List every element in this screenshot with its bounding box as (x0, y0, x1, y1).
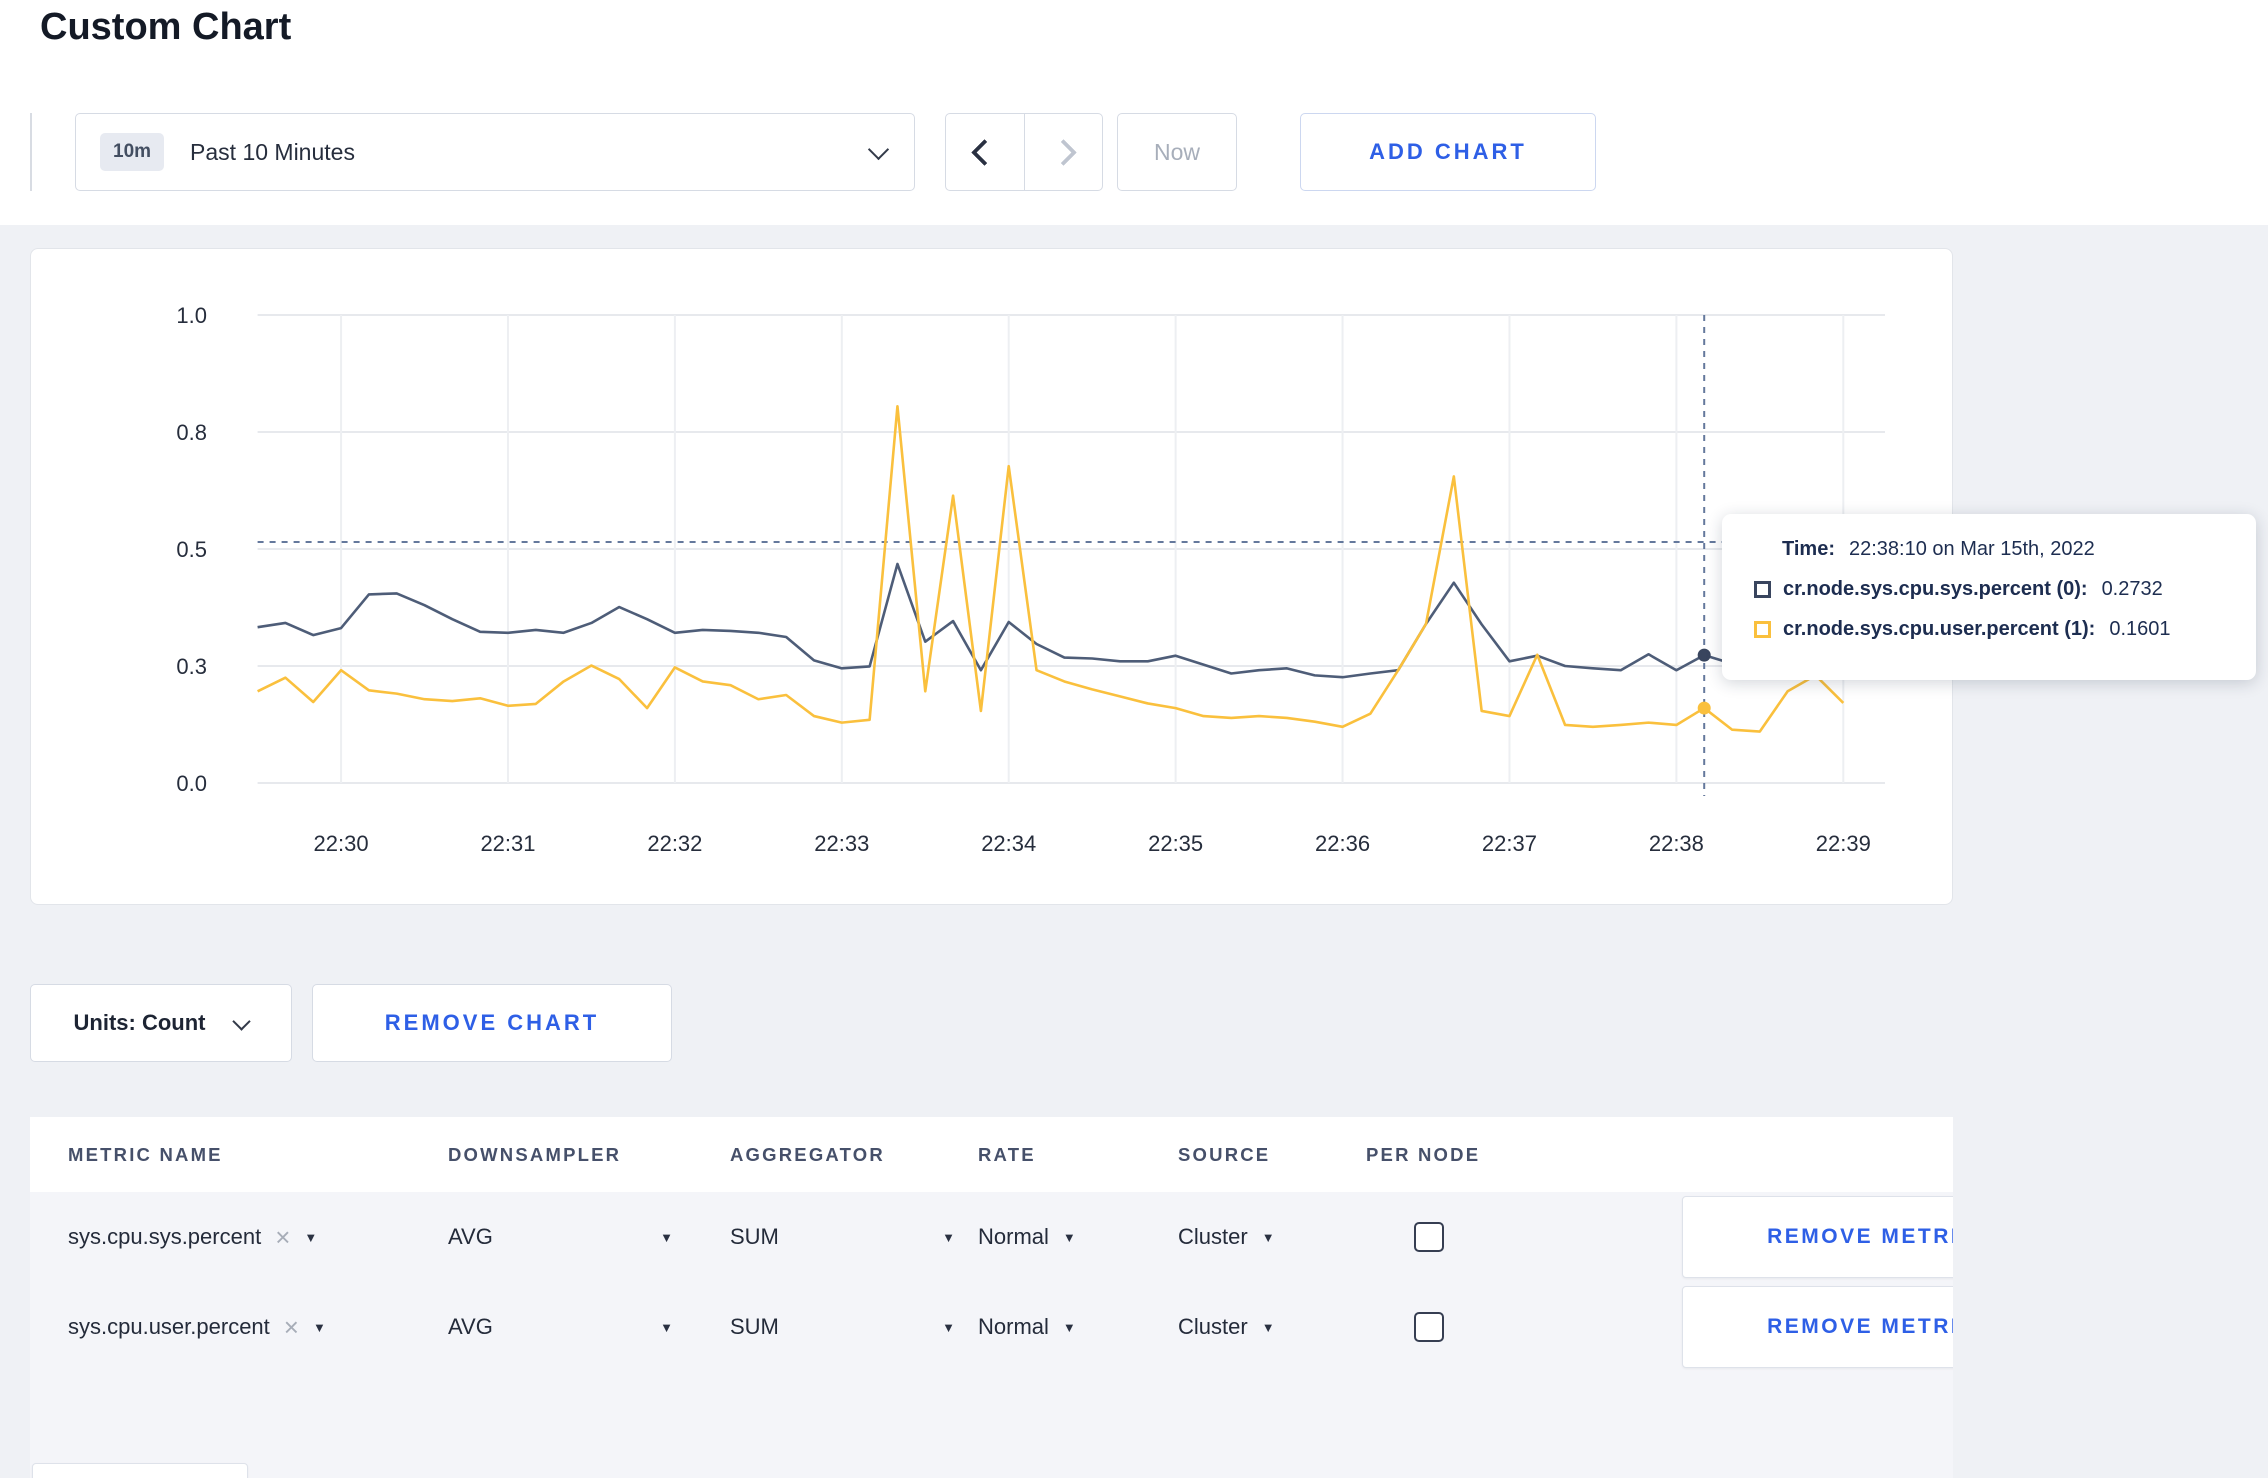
header-source: SOURCE (1178, 1143, 1271, 1165)
caret-down-icon: ▼ (942, 1229, 955, 1245)
x-axis-tick: 22:35 (1148, 831, 1203, 856)
tooltip-time-value: 22:38:10 on Mar 15th, 2022 (1848, 538, 2095, 560)
remove-metric-button[interactable]: REMOVE METRIC (1682, 1196, 1953, 1278)
y-axis-tick: 1.0 (176, 303, 207, 328)
header-per-node: PER NODE (1366, 1143, 1481, 1165)
metrics-table-header: METRIC NAME DOWNSAMPLER AGGREGATOR RATE … (30, 1117, 1953, 1192)
series-line (257, 404, 1845, 733)
next-time-button[interactable] (1023, 114, 1103, 190)
caret-down-icon: ▼ (1261, 1319, 1275, 1335)
units-select[interactable]: Units: Count (30, 984, 292, 1062)
metrics-table: METRIC NAME DOWNSAMPLER AGGREGATOR RATE … (30, 1117, 1953, 1478)
x-axis-tick: 22:36 (1315, 831, 1370, 856)
rate-select[interactable]: Normal ▼ (978, 1224, 1076, 1249)
tooltip-series-0-label: cr.node.sys.cpu.sys.percent (0): (1783, 578, 2088, 600)
caret-down-icon: ▼ (660, 1229, 673, 1245)
chevron-left-icon (971, 138, 999, 166)
per-node-checkbox[interactable] (1414, 1312, 1444, 1342)
x-axis-tick: 22:33 (814, 831, 869, 856)
source-select[interactable]: Cluster ▼ (1178, 1224, 1275, 1249)
metric-row: sys.cpu.user.percent × ▼ AVG ▼ SUM ▼ Norma… (30, 1282, 1953, 1372)
series-line (257, 562, 1844, 679)
units-label: Units: Count (73, 1010, 206, 1035)
header-downsampler: DOWNSAMPLER (448, 1143, 622, 1165)
series-0-swatch-icon (1754, 581, 1771, 598)
caret-down-icon: ▼ (312, 1319, 326, 1335)
source-select[interactable]: Cluster ▼ (1178, 1314, 1275, 1339)
chevron-down-icon (867, 138, 890, 160)
aggregator-select[interactable]: SUM ▼ (730, 1314, 955, 1339)
metric-name-select[interactable]: sys.cpu.user.percent × ▼ (68, 1312, 326, 1342)
header-metric-name: METRIC NAME (68, 1143, 223, 1165)
tooltip-time-label: Time: (1782, 538, 1835, 560)
time-window-select[interactable]: 10m Past 10 Minutes (75, 113, 915, 191)
y-axis-tick: 0.3 (176, 654, 207, 679)
x-axis-tick: 22:39 (1816, 831, 1871, 856)
x-axis-tick: 22:32 (647, 831, 702, 856)
x-axis-tick: 22:34 (981, 831, 1036, 856)
chart-card: 0.0 0.3 0.5 0.8 1.0 22:30 22:31 22:32 22:33 22:34… (30, 248, 1953, 905)
chevron-down-icon (232, 1011, 252, 1031)
series-1-swatch-icon (1754, 621, 1771, 638)
metric-name-select[interactable]: sys.cpu.sys.percent × ▼ (68, 1222, 318, 1252)
downsampler-select[interactable]: AVG ▼ (448, 1314, 673, 1339)
aggregator-select[interactable]: SUM ▼ (730, 1224, 955, 1249)
header-rate: RATE (978, 1143, 1036, 1165)
x-axis-tick: 22:37 (1482, 831, 1537, 856)
caret-down-icon: ▼ (304, 1229, 318, 1245)
rate-select[interactable]: Normal ▼ (978, 1314, 1076, 1339)
time-window-badge: 10m (100, 133, 165, 171)
tooltip-series-0-value: 0.2732 (2101, 578, 2163, 600)
add-metric-button[interactable]: ADD METRIC (32, 1463, 248, 1478)
downsampler-select[interactable]: AVG ▼ (448, 1224, 673, 1249)
header-aggregator: AGGREGATOR (730, 1143, 885, 1165)
y-axis-tick: 0.5 (176, 537, 207, 562)
toolbar-divider (30, 113, 32, 191)
clear-metric-icon[interactable]: × (275, 1222, 291, 1252)
tooltip-series-1-value: 0.1601 (2109, 618, 2171, 640)
y-axis-tick: 0.0 (176, 771, 207, 796)
x-axis-tick: 22:31 (480, 831, 535, 856)
now-button[interactable]: Now (1117, 113, 1237, 191)
tooltip-series-1-label: cr.node.sys.cpu.user.percent (1): (1783, 618, 2096, 640)
caret-down-icon: ▼ (1062, 1319, 1076, 1335)
toolbar: 10m Past 10 Minutes Now ADD CHART (0, 113, 2268, 191)
caret-down-icon: ▼ (1261, 1229, 1275, 1245)
clear-metric-icon[interactable]: × (283, 1312, 299, 1342)
caret-down-icon: ▼ (660, 1319, 673, 1335)
chevron-right-icon (1049, 138, 1077, 166)
add-chart-button[interactable]: ADD CHART (1300, 113, 1596, 191)
timeseries-chart[interactable]: 0.0 0.3 0.5 0.8 1.0 22:30 22:31 22:32 22:33 22:34… (31, 249, 1951, 903)
x-axis-tick: 22:38 (1649, 831, 1704, 856)
time-nav-group (945, 113, 1103, 191)
prev-time-button[interactable] (946, 114, 1024, 190)
page-title: Custom Chart (40, 6, 292, 48)
caret-down-icon: ▼ (1062, 1229, 1076, 1245)
chart-options-row: Units: Count REMOVE CHART (0, 984, 2268, 1064)
caret-down-icon: ▼ (942, 1319, 955, 1335)
chart-tooltip: Time: 22:38:10 on Mar 15th, 2022 cr.node… (1722, 514, 2256, 680)
metrics-table-body: sys.cpu.sys.percent × ▼ AVG ▼ SUM ▼ Normal… (30, 1192, 1953, 1478)
remove-metric-button[interactable]: REMOVE METRIC (1682, 1286, 1953, 1368)
per-node-checkbox[interactable] (1414, 1222, 1444, 1252)
y-axis-tick: 0.8 (176, 420, 207, 445)
x-axis-tick: 22:30 (314, 831, 369, 856)
time-window-label: Past 10 Minutes (190, 138, 355, 165)
remove-chart-button[interactable]: REMOVE CHART (312, 984, 672, 1062)
metric-row: sys.cpu.sys.percent × ▼ AVG ▼ SUM ▼ Normal… (30, 1192, 1953, 1282)
